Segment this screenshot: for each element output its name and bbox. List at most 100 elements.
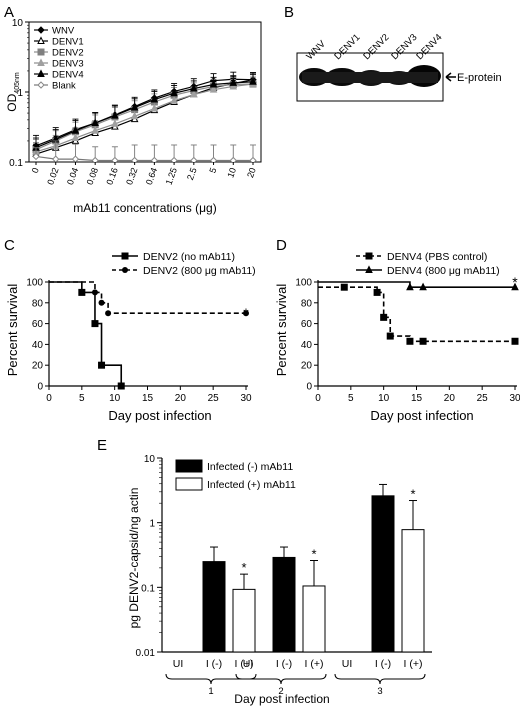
chart-c-xtick-label: 20 (175, 393, 187, 404)
blot-arrow-icon (445, 72, 456, 82)
chart-c-point-denv2-800-g-mab11 (91, 289, 98, 296)
chart-a-xtick-label: 1.25 (164, 166, 179, 186)
chart-a-point-denv3 (150, 103, 159, 112)
chart-d-ytick-label: 20 (301, 361, 313, 372)
chart-d-point-denv4-pbs-control (380, 313, 388, 321)
chart-a-xtick-label: 10 (225, 166, 238, 179)
chart-a-point-denv4 (170, 88, 178, 97)
chart-a-point-blank (111, 156, 119, 162)
chart-a: 0.1 1 10 0 0.02 0.04 0.08 0.16 0.32 0.64 1.25 2.5 5… (5, 18, 262, 215)
chart-a-legend-label-denv2: DENV2 (52, 48, 84, 59)
chart-a-point-denv4 (229, 78, 238, 86)
chart-d-ylabel: Percent survival (274, 284, 289, 377)
chart-a-xtick-label: 2.5 (185, 166, 199, 181)
chart-a-xtick-label: 0.04 (65, 166, 80, 186)
chart-d-ytick-label: 0 (306, 382, 312, 393)
chart-e-legend: Infected (-) mAb11 Infected (+) mAb11 (175, 459, 296, 491)
chart-a-point-denv4 (249, 77, 257, 85)
panel-label-a: A (4, 4, 14, 21)
chart-c-legend-label-denv2-800-g-mab11: DENV2 (800 μg mAb11) (143, 265, 256, 277)
chart-e-category-label-i: I (+) (404, 658, 423, 670)
chart-c-ylabel: Percent survival (5, 284, 20, 377)
chart-e-bar-infected-mab11 (371, 495, 395, 653)
chart-d: 0 20 40 60 80 100 0 5 10 15 20 25 30 DENV4 (PBS cont… (274, 251, 520, 423)
chart-a-xtick-label: 0.32 (124, 166, 139, 186)
chart-e-category-label-i: I (-) (375, 658, 391, 670)
chart-c-ytick-label: 80 (32, 298, 44, 309)
chart-e-ylabel: pg DENV2-capsid/ng actin (127, 488, 141, 629)
chart-a-point-blank (229, 156, 237, 162)
chart-e-group-label: 1 (208, 686, 213, 697)
chart-a-point-blank (130, 156, 139, 162)
chart-e-group-brace (334, 673, 426, 685)
chart-d-xtick-label: 15 (411, 393, 423, 404)
chart-d-xtick-label: 30 (509, 393, 520, 404)
chart-a-point-blank (32, 152, 40, 161)
chart-d-ytick-label: 80 (301, 298, 313, 309)
panel-label-e: E (97, 437, 107, 454)
chart-e-annotation: * (311, 546, 316, 561)
chart-a-xtick-label: 0.16 (104, 166, 119, 186)
chart-c-xtick-label: 30 (240, 393, 252, 404)
chart-e-group-brace (235, 673, 327, 685)
chart-c: 0 20 40 60 80 100 0 5 10 15 20 25 30 DENV2 (no mAb11… (5, 251, 256, 423)
chart-a-point-blank (170, 156, 178, 162)
chart-a-legend-label-denv3: DENV3 (52, 59, 84, 70)
chart-a-legend-marker-denv2 (37, 48, 45, 56)
chart-c-xtick-label: 10 (109, 393, 121, 404)
chart-a-ytick-label: 10 (12, 18, 24, 29)
chart-e-category-label-i: I (-) (276, 658, 292, 670)
chart-e-bar-infected-mab11 (272, 556, 296, 653)
chart-a-xlabel: mAb11 concentrations (μg) (73, 201, 216, 215)
chart-c-ytick-label: 60 (32, 319, 44, 330)
chart-e-category-label-i: I (+) (235, 658, 254, 670)
chart-c-ytick-label: 0 (37, 382, 43, 393)
chart-a-point-blank (71, 155, 80, 162)
chart-d-line-denv4-pbs-control (318, 286, 515, 343)
chart-a-legend-label-wnv: WNV (52, 26, 75, 37)
chart-e-legend-label-infected-mab11: Infected (+) mAb11 (207, 479, 296, 491)
chart-a-xtick-label: 0.08 (85, 166, 100, 186)
chart-e-category-label-i: I (-) (206, 658, 222, 670)
chart-a-point-blank (150, 156, 159, 162)
chart-e-ytick-label: 0.01 (136, 648, 156, 659)
blot-band-smear (302, 72, 438, 83)
chart-e-annotation: * (241, 560, 246, 575)
chart-a-point-denv3 (91, 126, 99, 134)
panel-label-d: D (276, 237, 287, 254)
chart-e-group-label: 3 (377, 686, 382, 697)
chart-a-xtick-label: 0 (30, 166, 41, 174)
chart-d-legend-marker-denv4-pbs-control (365, 252, 373, 260)
chart-a-xtick-label: 0.02 (45, 166, 60, 186)
chart-e-bar-infected-mab11 (302, 585, 326, 653)
chart-a-point-denv4 (71, 126, 80, 134)
chart-c-legend-label-denv2-no-mab11: DENV2 (no mAb11) (143, 251, 235, 263)
chart-a-point-denv3 (111, 119, 119, 127)
chart-a-x-axis: 0 0.02 0.04 0.08 0.16 0.32 0.64 1.25 2.5 5 10 20 (30, 162, 258, 186)
chart-e-legend-swatch-infected-mab11 (175, 477, 203, 491)
chart-e-ytick-label: 1 (149, 519, 155, 530)
chart-d-point-denv4-800-g-mab11 (419, 282, 427, 291)
chart-a-point-denv3 (170, 96, 178, 104)
chart-a-ytick-label: 1 (17, 88, 23, 99)
chart-c-point-denv2-800-g-mab11 (243, 310, 249, 317)
chart-a-legend-label-denv1: DENV1 (52, 37, 84, 48)
chart-a-xtick-label: 20 (245, 166, 258, 179)
blot-band-label: E-protein (457, 72, 502, 84)
chart-d-annotation: * (512, 274, 518, 290)
chart-e-category-label-ui: UI (173, 658, 184, 670)
chart-c-legend: DENV2 (no mAb11) DENV2 (800 μg mAb11) (112, 251, 256, 277)
chart-d-plot (318, 281, 519, 345)
chart-a-legend-marker-wnv (37, 26, 45, 34)
chart-d-axes: 0 20 40 60 80 100 0 5 10 15 20 25 30 (295, 278, 520, 405)
chart-c-legend-marker-denv2-no-mab11 (121, 252, 129, 260)
chart-e-bar-infected-mab11 (401, 529, 425, 653)
chart-c-axes: 0 20 40 60 80 100 0 5 10 15 20 25 30 (26, 278, 252, 405)
chart-a-point-denv3 (190, 89, 198, 98)
chart-a-line-denv2 (35, 83, 254, 151)
chart-a-legend-marker-denv3 (37, 58, 45, 66)
chart-a-point-denv3 (229, 81, 238, 90)
